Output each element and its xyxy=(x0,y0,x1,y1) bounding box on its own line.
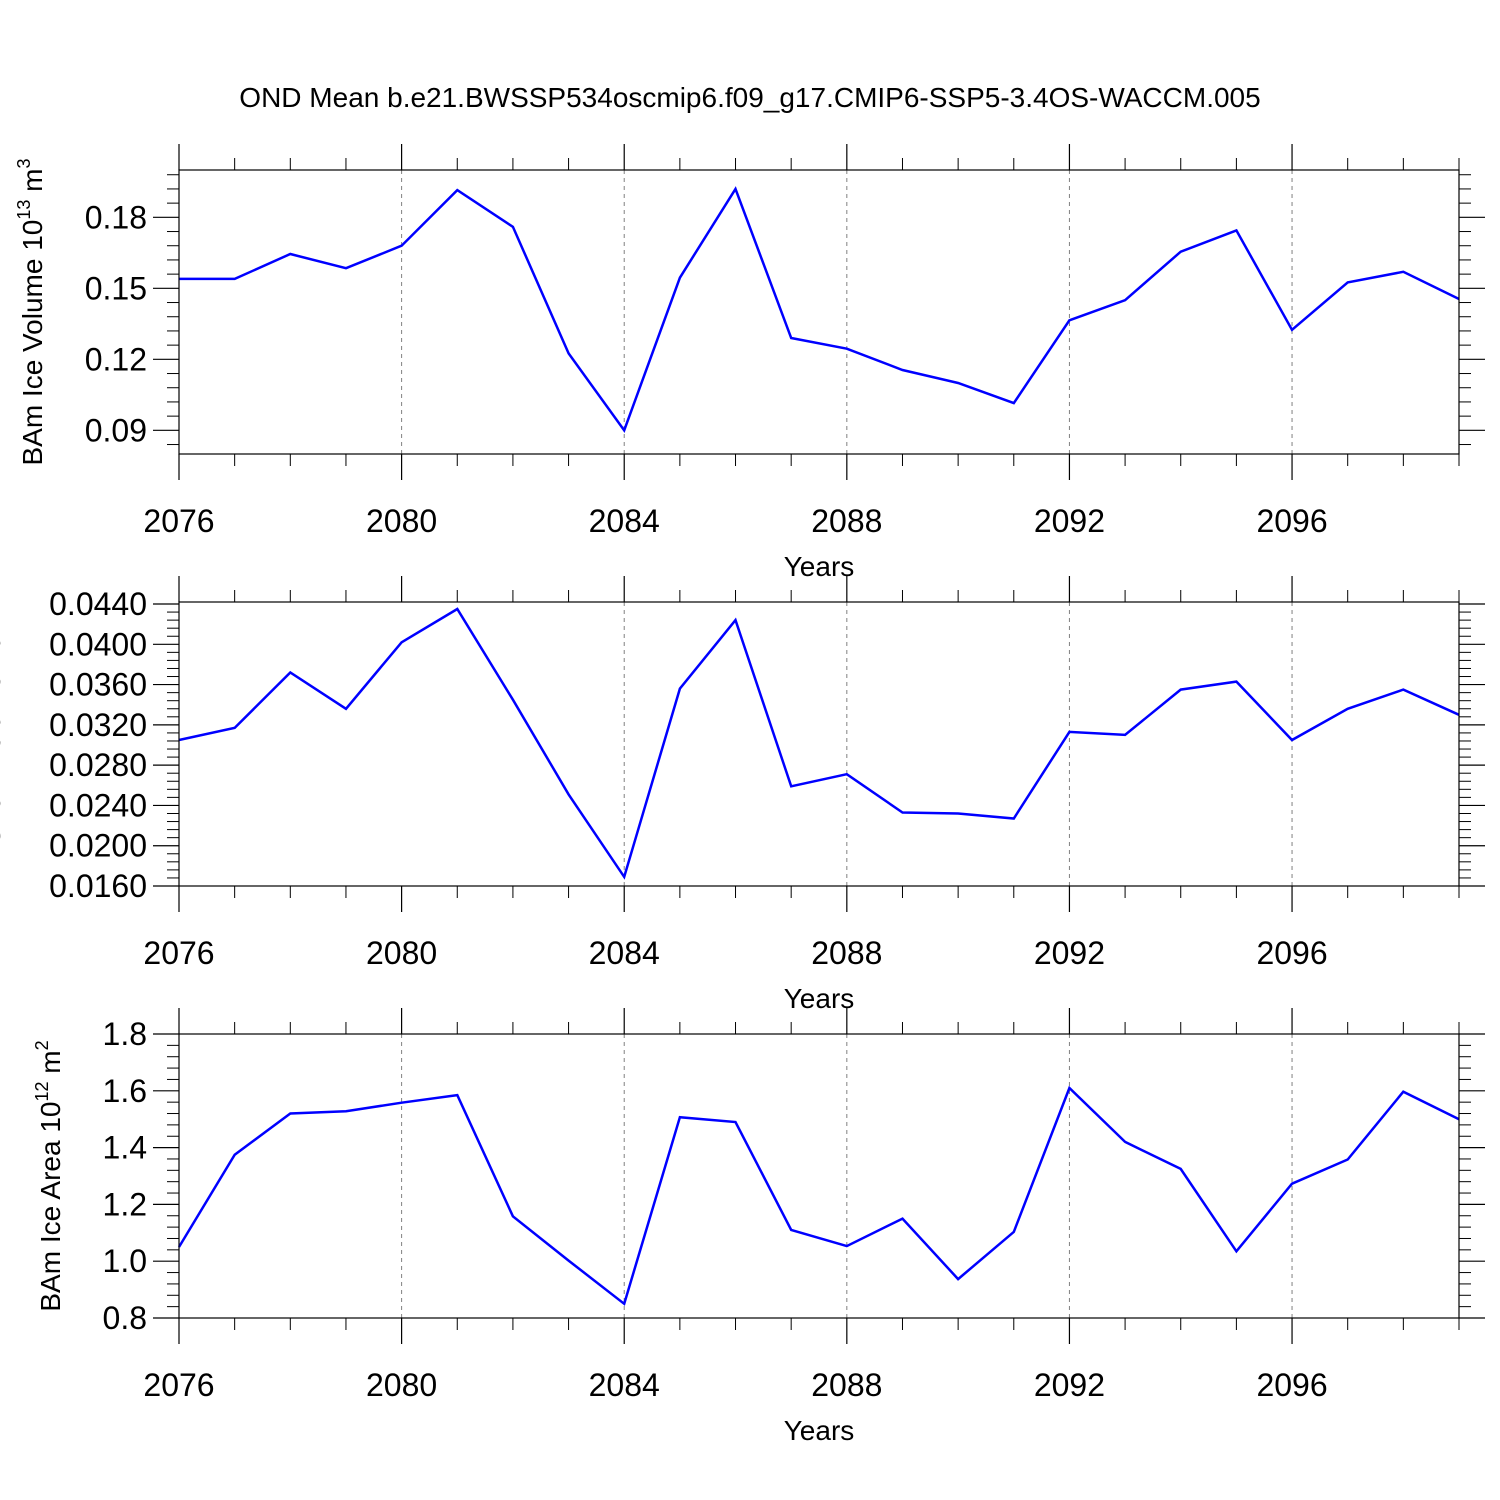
x-axis-label: Years xyxy=(784,1415,855,1446)
data-series-line xyxy=(177,1085,1460,1306)
plot-frame xyxy=(178,601,1460,887)
x-tick-label: 2076 xyxy=(143,1367,214,1403)
y-axis-label: BAm Ice Area 1012 m2 xyxy=(32,1040,66,1311)
y-tick-label: 0.0240 xyxy=(49,787,147,823)
x-axis-label: Years xyxy=(784,983,855,1014)
x-axis-label: Years xyxy=(784,551,855,582)
x-tick-label: 2092 xyxy=(1034,1367,1105,1403)
x-tick-label: 2088 xyxy=(811,503,882,539)
y-tick-label: 1.2 xyxy=(103,1186,147,1222)
x-tick-label: 2096 xyxy=(1256,1367,1327,1403)
y-axis-label-unit: m xyxy=(35,1050,66,1081)
y-tick-label: 0.0360 xyxy=(49,667,147,703)
x-tick-label: 2080 xyxy=(366,935,437,971)
y-axis-label-main: BAm Snow Volume 10 xyxy=(0,635,6,914)
x-tick-label: 2096 xyxy=(1256,935,1327,971)
y-axis-label-unit-exponent: 3 xyxy=(14,158,34,168)
y-tick-label: 0.0400 xyxy=(49,626,147,662)
chart-panel-1: 2076 2080 2084 2088 2092 2096 0.09 0.12 0.15 0.18… xyxy=(14,144,1485,582)
y-tick-label: 0.8 xyxy=(103,1300,147,1336)
plot-frame xyxy=(178,169,1460,455)
x-tick-label: 2080 xyxy=(366,1367,437,1403)
y-tick-label: 0.0200 xyxy=(49,828,147,864)
y-axis-label-exponent: 12 xyxy=(32,1081,52,1101)
y-tick-label: 0.12 xyxy=(85,341,147,377)
x-tick-label: 2084 xyxy=(589,1367,660,1403)
panels: 2076 2080 2084 2088 2092 2096 0.09 0.12 0.15 0.18… xyxy=(0,144,1485,1446)
y-tick-label: 0.09 xyxy=(85,412,147,448)
y-axis-label-unit: m xyxy=(17,168,48,199)
x-tick-label: 2084 xyxy=(589,935,660,971)
y-axis-label: BAm Ice Volume 1013 m3 xyxy=(14,158,48,465)
y-axis-label: BAm Snow Volume 1013 m3 xyxy=(0,574,6,914)
y-axis-label-exponent: 13 xyxy=(14,200,34,220)
y-tick-label: 0.18 xyxy=(85,199,147,235)
y-axis-label-unit: m xyxy=(0,584,6,615)
x-tick-label: 2084 xyxy=(589,503,660,539)
x-tick-label: 2076 xyxy=(143,503,214,539)
x-tick-label: 2092 xyxy=(1034,935,1105,971)
x-tick-label: 2080 xyxy=(366,503,437,539)
x-tick-label: 2088 xyxy=(811,1367,882,1403)
data-series-line xyxy=(179,186,1460,433)
y-tick-label: 1.4 xyxy=(103,1130,147,1166)
y-axis-label-main: BAm Ice Area 10 xyxy=(35,1102,66,1312)
y-axis-label-main: BAm Ice Volume 10 xyxy=(17,220,48,466)
y-tick-label: 0.0320 xyxy=(49,707,147,743)
figure-title: OND Mean b.e21.BWSSP534oscmip6.f09_g17.C… xyxy=(239,82,1260,113)
x-tick-label: 2076 xyxy=(143,935,214,971)
y-tick-label: 1.6 xyxy=(103,1073,147,1109)
x-tick-label: 2096 xyxy=(1256,503,1327,539)
y-tick-label: 0.0440 xyxy=(49,586,147,622)
y-tick-label: 1.8 xyxy=(103,1016,147,1052)
chart-panel-2: 2076 2080 2084 2088 2092 2096 0.0160 0.0200 0.02… xyxy=(0,574,1485,1014)
x-tick-label: 2092 xyxy=(1034,503,1105,539)
y-tick-label: 0.15 xyxy=(85,270,147,306)
plot-frame xyxy=(178,1033,1460,1319)
x-tick-label: 2088 xyxy=(811,935,882,971)
data-series-line xyxy=(178,607,1460,880)
y-tick-label: 1.0 xyxy=(103,1243,147,1279)
chart-panel-3: 2076 2080 2084 2088 2092 2096 0.8 1.0 1.2 1.4 1.6 1… xyxy=(32,1008,1485,1446)
y-tick-label: 0.0280 xyxy=(49,747,147,783)
y-tick-label: 0.0160 xyxy=(49,868,147,904)
y-axis-label-unit-exponent: 2 xyxy=(32,1040,52,1050)
